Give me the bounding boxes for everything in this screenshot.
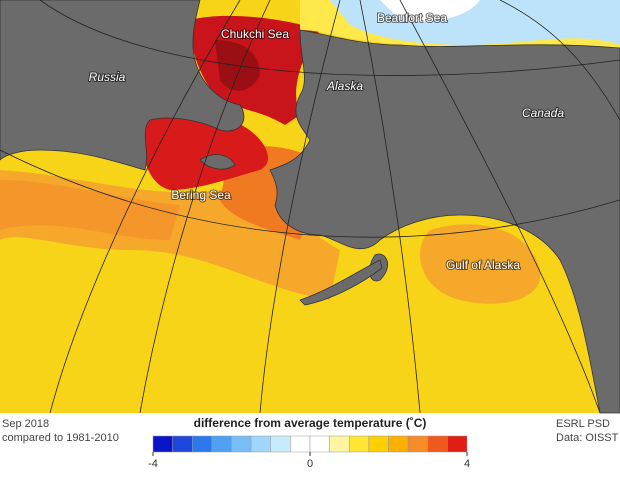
colorbar-bin	[192, 435, 213, 453]
tick-label: 0	[307, 458, 313, 470]
colorbar-bin	[211, 435, 232, 453]
graticule	[39, 0, 620, 76]
tick-label: 4	[464, 458, 470, 470]
colorbar-bin	[309, 435, 330, 453]
tick-label: -4	[148, 458, 158, 470]
colorbar-bin	[368, 435, 389, 453]
map-label: Beaufort Sea	[377, 11, 447, 25]
anomaly-patch	[380, 0, 480, 22]
colorbar-bin	[447, 435, 468, 453]
colorbar-bin	[250, 435, 271, 453]
colorbar-bin	[290, 435, 311, 453]
graticule	[49, 0, 241, 414]
map-label: Chukchi Sea	[221, 27, 289, 41]
map-label: Gulf of Alaska	[446, 258, 520, 272]
colorbar-bin	[407, 435, 428, 453]
map-label: Bering Sea	[171, 188, 231, 202]
colorbar-title: difference from average temperature (˚C)	[194, 416, 427, 430]
land	[269, 29, 620, 414]
map-label: Alaska	[326, 79, 363, 93]
colorbar-bin	[388, 435, 409, 453]
land	[0, 0, 245, 171]
colorbar: -4 0 4	[148, 435, 470, 470]
footer-text: compared to 1981-2010	[2, 432, 119, 444]
colorbar-bin	[427, 435, 448, 453]
footer-text: Data: OISST	[556, 432, 619, 444]
colorbar-bin	[231, 435, 252, 453]
colorbar-bin	[270, 435, 291, 453]
graticule	[259, 0, 341, 414]
colorbar-bin	[349, 435, 370, 453]
colorbar-bin	[172, 435, 193, 453]
graticule	[359, 0, 421, 414]
footer-text: Sep 2018	[2, 418, 49, 430]
map-label: Canada	[522, 106, 564, 120]
land	[299, 259, 383, 306]
land	[199, 154, 236, 170]
map: Chukchi Sea Beaufort Sea Russia Alaska C…	[0, 0, 620, 414]
footer-text: ESRL PSD	[556, 418, 610, 430]
colorbar-bin	[152, 435, 173, 453]
map-label: Russia	[89, 70, 126, 84]
colorbar-bin	[329, 435, 350, 453]
anomaly-patch	[420, 224, 541, 304]
graticule	[0, 149, 620, 238]
anomaly-patch	[0, 180, 180, 240]
graticule	[139, 0, 271, 414]
graticule	[399, 0, 601, 414]
graticule	[499, 0, 620, 121]
